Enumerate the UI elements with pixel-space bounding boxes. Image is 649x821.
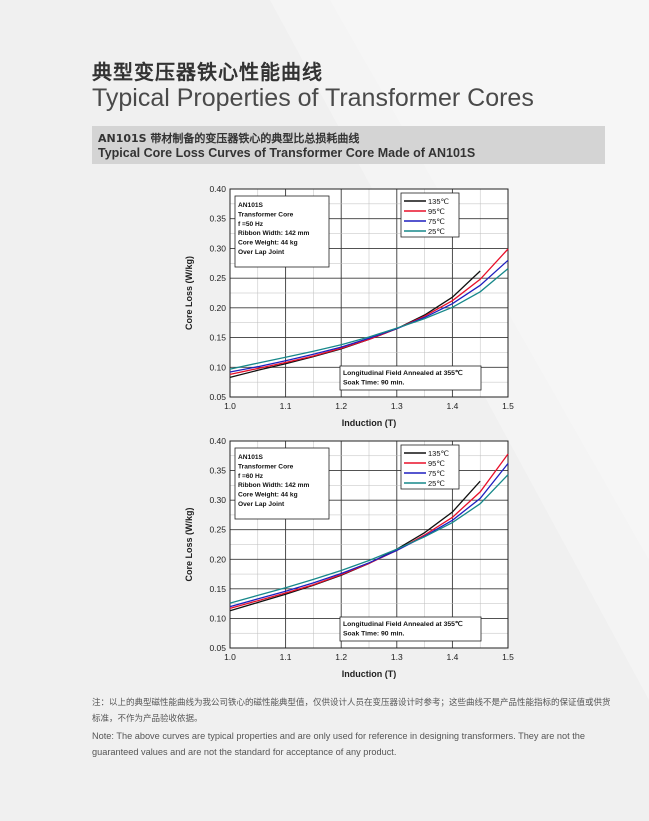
footnote-en: Note: The above curves are typical prope… (92, 731, 585, 757)
subtitle-cn: AN101S 带材制备的变压器铁心的典型比总损耗曲线 (98, 132, 360, 145)
subtitle-en: Typical Core Loss Curves of Transformer … (98, 146, 476, 160)
y-tick-label: 0.30 (209, 243, 226, 253)
series-line (229, 248, 509, 376)
y-tick-label: 0.30 (209, 495, 226, 505)
y-tick-label: 0.35 (209, 214, 226, 224)
annotation-line: Soak Time: 90 min. (343, 631, 405, 638)
annotation-box (339, 365, 482, 391)
info-box-line: f =50 Hz (238, 221, 264, 228)
info-box-line: Transformer Core (238, 211, 294, 218)
y-tick-label: 0.05 (209, 392, 226, 402)
info-box-line: Over Lap Joint (238, 249, 285, 256)
y-tick-label: 0.25 (209, 525, 226, 535)
info-box-line: Ribbon Width: 142 mm (238, 230, 310, 237)
info-box (234, 447, 330, 520)
x-tick-label: 1.0 (224, 652, 236, 662)
series-line (229, 259, 509, 373)
y-tick-label: 0.20 (209, 554, 226, 564)
footnote-cn: 注：以上的典型磁性能曲线为我公司铁心的磁性能典型值，仅供设计人员在变压器设计时参… (92, 698, 611, 724)
series-line (229, 268, 509, 370)
x-tick-label: 1.1 (280, 401, 292, 411)
y-tick-label: 0.10 (209, 613, 226, 623)
legend-label: 95℃ (428, 459, 445, 468)
subtitle-band: AN101S 带材制备的变压器铁心的典型比总损耗曲线 Typical Core … (92, 126, 605, 164)
annotation-line: Longitudinal Field Annealed at 355℃ (343, 620, 463, 628)
info-box-line: Transformer Core (238, 463, 294, 470)
info-box-line: Core Weight: 44 kg (238, 492, 298, 499)
page-title-cn: 典型变压器铁心性能曲线 (92, 60, 323, 84)
info-box-line: AN101S (238, 454, 264, 461)
y-tick-label: 0.15 (209, 333, 226, 343)
x-tick-label: 1.4 (446, 401, 458, 411)
info-box (234, 195, 330, 268)
x-tick-label: 1.0 (224, 401, 236, 411)
x-tick-label: 1.3 (391, 401, 403, 411)
y-tick-label: 0.10 (209, 362, 226, 372)
info-box-line: Over Lap Joint (238, 501, 285, 508)
x-tick-label: 1.1 (280, 652, 292, 662)
annotation-box (339, 616, 482, 642)
y-tick-label: 0.40 (209, 436, 226, 446)
info-box-line: Ribbon Width: 142 mm (238, 482, 310, 489)
y-tick-label: 0.25 (209, 273, 226, 283)
legend-label: 135℃ (428, 449, 450, 458)
x-tick-label: 1.5 (502, 401, 514, 411)
x-tick-label: 1.5 (502, 652, 514, 662)
annotation-line: Longitudinal Field Annealed at 355℃ (343, 369, 463, 377)
y-tick-label: 0.15 (209, 584, 226, 594)
legend-label: 75℃ (428, 469, 445, 478)
info-box-line: f =60 Hz (238, 473, 264, 480)
x-tick-label: 1.2 (335, 401, 347, 411)
legend-label: 25℃ (428, 227, 445, 236)
y-tick-label: 0.20 (209, 303, 226, 313)
x-tick-label: 1.4 (446, 652, 458, 662)
plot-frame (229, 440, 509, 649)
y-tick-label: 0.40 (209, 184, 226, 194)
x-tick-label: 1.3 (391, 652, 403, 662)
core-loss-chart-50hz: 1.0 1.1 1.2 1.3 1.4 1.5 0.05 0.10 0.15 0.20 0.25 0.… (184, 184, 514, 428)
page-title-en: Typical Properties of Transformer Cores (92, 84, 534, 112)
annotation-line: Soak Time: 90 min. (343, 380, 405, 387)
legend-label: 95℃ (428, 207, 445, 216)
x-axis-label: Induction (T) (342, 669, 396, 679)
y-tick-label: 0.35 (209, 466, 226, 476)
x-axis-label: Induction (T) (342, 418, 396, 428)
info-box-line: AN101S (238, 202, 264, 209)
legend-label: 135℃ (428, 197, 450, 206)
core-loss-chart-60hz: 1.0 1.1 1.2 1.3 1.4 1.5 0.05 0.10 0.15 0.20 0.25 0.… (184, 436, 514, 679)
info-box-line: Core Weight: 44 kg (238, 240, 298, 247)
series-line (229, 474, 509, 604)
legend-label: 75℃ (428, 217, 445, 226)
y-axis-label: Core Loss (W/kg) (184, 507, 194, 581)
y-axis-label: Core Loss (W/kg) (184, 256, 194, 330)
legend-label: 25℃ (428, 479, 445, 488)
y-tick-label: 0.05 (209, 643, 226, 653)
plot-frame (229, 188, 509, 398)
series-line (229, 463, 509, 608)
x-tick-label: 1.2 (335, 652, 347, 662)
